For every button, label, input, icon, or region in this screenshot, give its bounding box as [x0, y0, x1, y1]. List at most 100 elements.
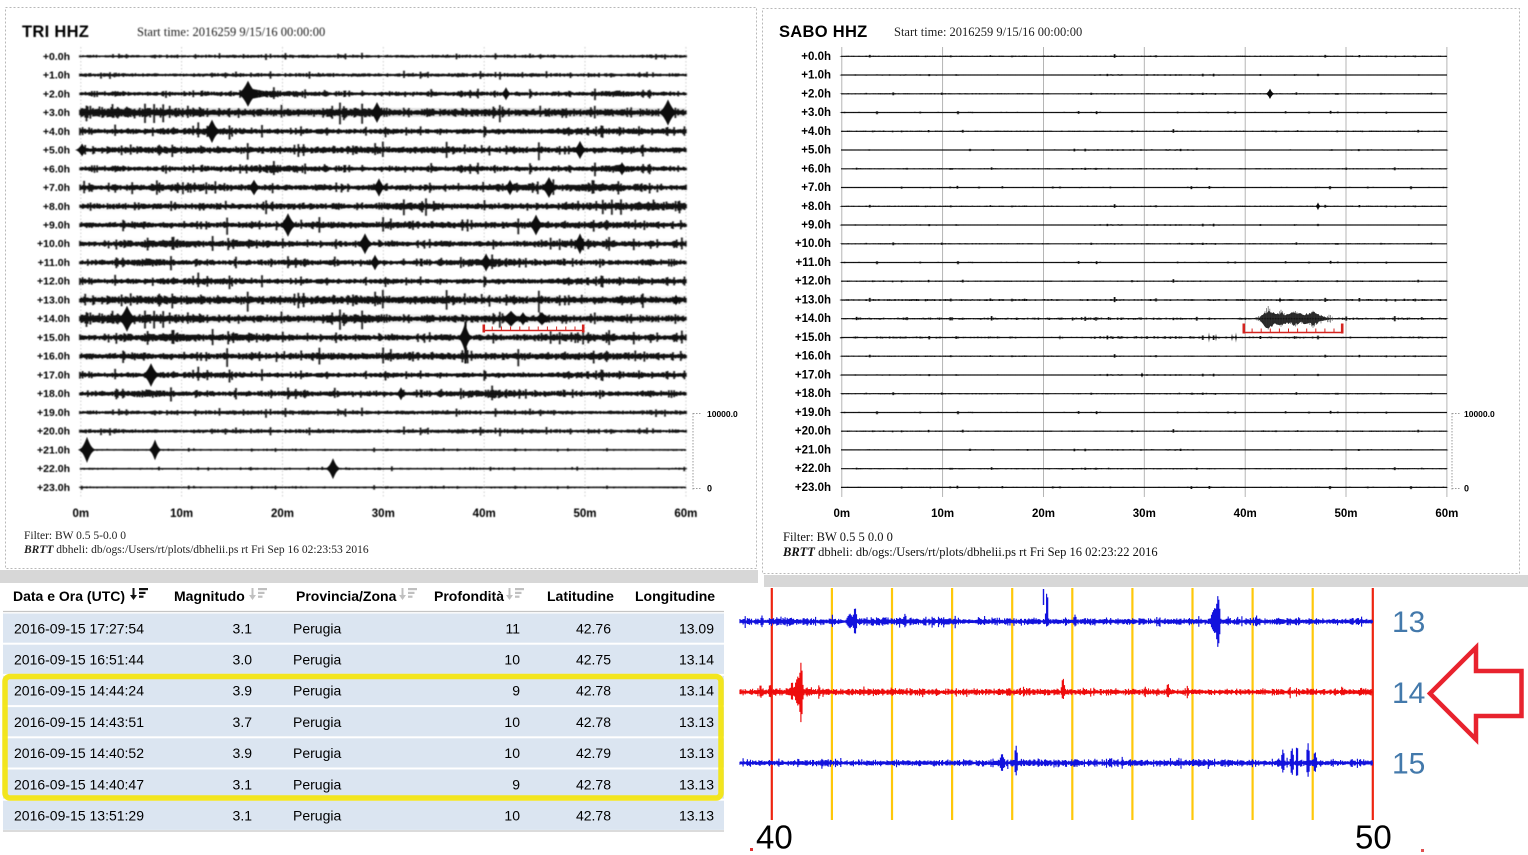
svg-text:Latitudine: Latitudine: [547, 588, 614, 604]
svg-text:13.14: 13.14: [679, 683, 714, 699]
svg-text:+20.0h: +20.0h: [37, 426, 70, 438]
svg-text:+12.0h: +12.0h: [37, 276, 70, 288]
svg-text:13: 13: [1392, 606, 1425, 639]
svg-text:13.13: 13.13: [679, 714, 714, 730]
svg-text:50: 50: [1355, 819, 1392, 855]
svg-text:+17.0h: +17.0h: [37, 370, 70, 382]
svg-text:+21.0h: +21.0h: [37, 444, 70, 456]
svg-text:+1.0h: +1.0h: [801, 70, 831, 82]
svg-text:+0.0h: +0.0h: [43, 51, 70, 63]
svg-text:2016-09-15 14:40:47: 2016-09-15 14:40:47: [14, 776, 144, 792]
svg-text:40: 40: [756, 819, 793, 855]
svg-text:+11.0h: +11.0h: [796, 257, 832, 269]
svg-text:+7.0h: +7.0h: [43, 182, 70, 194]
svg-text:+15.0h: +15.0h: [37, 332, 70, 344]
svg-text:3.0: 3.0: [233, 652, 253, 668]
svg-text:3.9: 3.9: [233, 745, 253, 761]
svg-text:Filter: BW 0.5 5 0.0 0: Filter: BW 0.5 5 0.0 0: [783, 530, 893, 544]
svg-text:+13.0h: +13.0h: [37, 295, 70, 307]
svg-text:+16.0h: +16.0h: [795, 351, 831, 363]
svg-text:Filter: BW 0.5 5-0.0 0: Filter: BW 0.5 5-0.0 0: [24, 530, 126, 542]
svg-text:60m: 60m: [1435, 508, 1458, 520]
svg-text:13.14: 13.14: [679, 652, 714, 668]
svg-text:9: 9: [512, 683, 520, 699]
svg-text:Magnitudo: Magnitudo: [174, 588, 245, 604]
svg-text:3.1: 3.1: [233, 808, 253, 824]
svg-text:Perugia: Perugia: [293, 745, 341, 761]
svg-text:+14.0h: +14.0h: [795, 313, 831, 325]
svg-text:+20.0h: +20.0h: [795, 426, 831, 438]
svg-text:20m: 20m: [271, 508, 294, 520]
svg-text:42.76: 42.76: [576, 620, 611, 636]
svg-text:42.75: 42.75: [576, 652, 611, 668]
svg-text:+10.0h: +10.0h: [795, 238, 831, 250]
svg-text:0: 0: [707, 484, 712, 494]
svg-text:15: 15: [1392, 748, 1425, 781]
svg-text:+18.0h: +18.0h: [795, 388, 831, 400]
svg-text:42.78: 42.78: [576, 776, 611, 792]
svg-text:+19.0h: +19.0h: [795, 407, 831, 419]
svg-text:+0.0h: +0.0h: [801, 51, 831, 63]
svg-text:+23.0h: +23.0h: [37, 482, 70, 494]
svg-text:+23.0h: +23.0h: [795, 482, 831, 494]
svg-text:42.78: 42.78: [576, 808, 611, 824]
svg-text:3.1: 3.1: [233, 776, 253, 792]
svg-text:0: 0: [1464, 484, 1469, 494]
svg-text:+5.0h: +5.0h: [801, 145, 831, 157]
svg-text:Perugia: Perugia: [293, 652, 341, 668]
svg-text:Start time: 2016259 9/15/16 0: Start time: 2016259 9/15/16 00:00:00: [894, 25, 1082, 39]
svg-text:13.13: 13.13: [679, 808, 714, 824]
svg-text:10: 10: [504, 808, 520, 824]
svg-text:+6.0h: +6.0h: [43, 163, 70, 175]
svg-text:2016-09-15 16:51:44: 2016-09-15 16:51:44: [14, 652, 144, 668]
svg-text:13.13: 13.13: [679, 745, 714, 761]
svg-text:2016-09-15 14:44:24: 2016-09-15 14:44:24: [14, 683, 144, 699]
svg-text:50m: 50m: [1334, 508, 1357, 520]
svg-text:TRI HHZ: TRI HHZ: [22, 23, 89, 41]
svg-text:Provincia/Zona: Provincia/Zona: [296, 588, 397, 604]
svg-text:+10.0h: +10.0h: [37, 238, 70, 250]
svg-text:10m: 10m: [931, 508, 954, 520]
svg-text:Start time: 2016259 9/15/16 0: Start time: 2016259 9/15/16 00:00:00: [137, 25, 325, 39]
svg-text:+7.0h: +7.0h: [801, 182, 831, 194]
svg-text:Data e Ora (UTC): Data e Ora (UTC): [13, 588, 125, 604]
svg-text:2016-09-15 13:51:29: 2016-09-15 13:51:29: [14, 808, 144, 824]
svg-text:50m: 50m: [573, 508, 596, 520]
svg-text:+4.0h: +4.0h: [801, 126, 831, 138]
svg-text:+4.0h: +4.0h: [43, 126, 70, 138]
svg-text:20m: 20m: [1032, 508, 1055, 520]
svg-text:14: 14: [1392, 677, 1425, 710]
svg-text:+3.0h: +3.0h: [43, 107, 70, 119]
svg-text:+22.0h: +22.0h: [795, 463, 831, 475]
svg-text:42.78: 42.78: [576, 683, 611, 699]
svg-text:+6.0h: +6.0h: [801, 163, 831, 175]
svg-text:2016-09-15 14:40:52: 2016-09-15 14:40:52: [14, 745, 144, 761]
svg-text:Perugia: Perugia: [293, 683, 341, 699]
svg-text:+8.0h: +8.0h: [801, 201, 831, 213]
svg-text:10: 10: [504, 652, 520, 668]
svg-text:BRTT dbheli: db/ogs:/Users/rt: BRTT dbheli: db/ogs:/Users/rt/plots/dbhe…: [23, 544, 369, 556]
svg-text:+8.0h: +8.0h: [43, 201, 70, 213]
svg-text:10: 10: [504, 745, 520, 761]
svg-text:10000.0: 10000.0: [1464, 409, 1495, 419]
svg-text:+11.0h: +11.0h: [38, 257, 70, 269]
svg-text:+13.0h: +13.0h: [795, 295, 831, 307]
svg-text:0m: 0m: [833, 508, 850, 520]
svg-text:60m: 60m: [674, 508, 697, 520]
svg-text:Perugia: Perugia: [293, 776, 341, 792]
svg-text:+2.0h: +2.0h: [43, 88, 70, 100]
svg-text:9: 9: [512, 776, 520, 792]
svg-text:+2.0h: +2.0h: [801, 88, 831, 100]
svg-text:BRTT dbheli: db/ogs:/Users/rt: BRTT dbheli: db/ogs:/Users/rt/plots/dbhe…: [782, 545, 1158, 559]
svg-text:+14.0h: +14.0h: [37, 313, 70, 325]
svg-text:+9.0h: +9.0h: [43, 220, 70, 232]
svg-text:SABO HHZ: SABO HHZ: [779, 23, 868, 41]
svg-text:+21.0h: +21.0h: [795, 444, 831, 456]
svg-text:Perugia: Perugia: [293, 808, 341, 824]
svg-text:3.1: 3.1: [233, 620, 253, 636]
svg-text:30m: 30m: [372, 508, 395, 520]
svg-text:13.09: 13.09: [679, 620, 714, 636]
svg-text:Longitudine: Longitudine: [635, 588, 715, 604]
svg-text:40m: 40m: [1234, 508, 1257, 520]
svg-text:0m: 0m: [72, 508, 89, 520]
